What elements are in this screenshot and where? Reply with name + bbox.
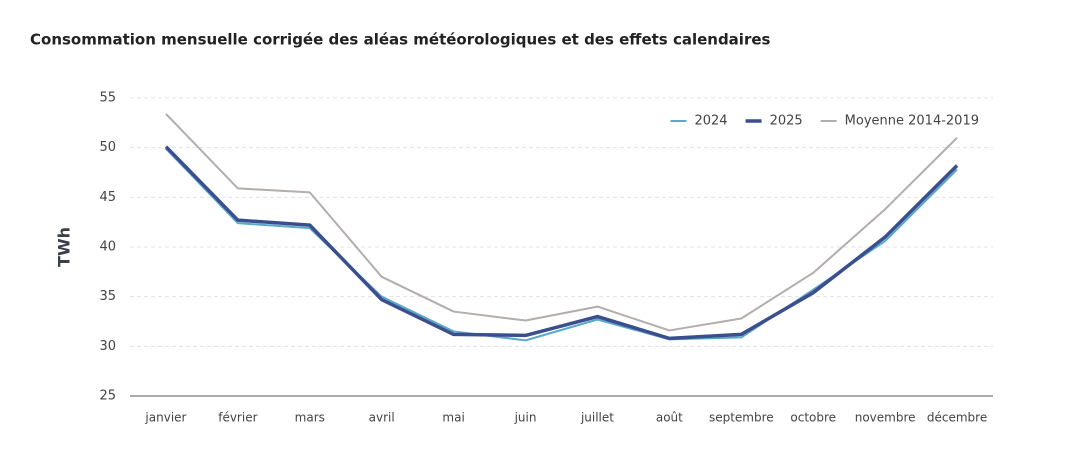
x-tick-label: juillet — [580, 411, 614, 425]
y-tick-label: 30 — [99, 339, 116, 354]
x-tick-label: août — [656, 411, 683, 425]
series-line — [165, 147, 958, 342]
chart-title: Consommation mensuelle corrigée des aléa… — [30, 31, 771, 49]
y-tick-label: 35 — [99, 289, 116, 304]
legend-label: 2024 — [694, 114, 727, 129]
x-tick-label: avril — [369, 411, 395, 425]
legend-label: Moyenne 2014-2019 — [845, 114, 979, 129]
series-line — [164, 145, 959, 341]
legend-label: 2025 — [770, 114, 803, 129]
x-tick-label: mai — [442, 411, 464, 425]
x-tick-label: janvier — [144, 411, 186, 425]
x-tick-label: novembre — [855, 411, 916, 425]
x-tick-label: mars — [295, 411, 325, 425]
y-tick-label: 40 — [99, 240, 116, 255]
x-tick-label: septembre — [709, 411, 774, 425]
x-tick-label: décembre — [927, 411, 987, 425]
x-tick-label: février — [218, 411, 257, 425]
y-tick-label: 25 — [99, 389, 116, 404]
y-tick-label: 55 — [99, 91, 116, 106]
y-axis-label: TWh — [55, 227, 74, 267]
x-tick-label: octobre — [790, 411, 836, 425]
x-tick-label: juin — [514, 411, 537, 425]
y-tick-label: 50 — [99, 140, 116, 155]
series-line — [165, 113, 958, 332]
y-tick-label: 45 — [99, 190, 116, 205]
